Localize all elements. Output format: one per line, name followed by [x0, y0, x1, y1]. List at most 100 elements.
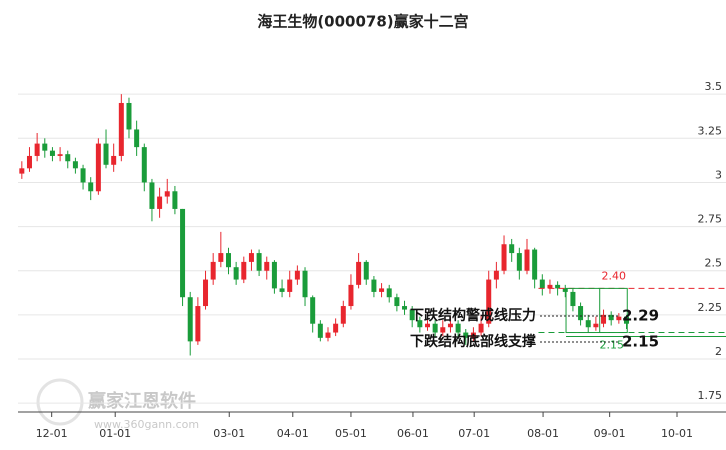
- candle-body: [118, 102, 124, 156]
- chart-title: 海王生物(000078)赢家十二宫: [257, 13, 468, 31]
- candle-body: [80, 168, 86, 183]
- x-tick-label: 08-01: [527, 427, 559, 440]
- candle-body: [294, 270, 300, 280]
- candle-body: [440, 327, 446, 333]
- y-tick-label: 3.25: [698, 124, 723, 137]
- candle-body: [95, 143, 101, 192]
- watermark: 赢家江恩软件 www.360gann.com: [36, 378, 199, 431]
- watermark-logo: [36, 378, 84, 426]
- candle-body: [65, 154, 71, 162]
- x-tick-label: 06-01: [397, 427, 429, 440]
- candle-body: [524, 249, 530, 271]
- candle-body: [271, 261, 277, 289]
- candle-body: [149, 182, 155, 209]
- candle-body: [348, 284, 354, 307]
- candle-body: [539, 279, 545, 289]
- candle-body: [287, 279, 293, 292]
- candle-body: [248, 253, 254, 262]
- candle-body: [157, 196, 163, 209]
- candle-body: [42, 143, 48, 151]
- candle-body: [26, 155, 32, 169]
- candle-body: [356, 261, 362, 285]
- candle-body: [103, 143, 109, 165]
- candle-body: [88, 182, 94, 192]
- candle-body: [608, 314, 614, 321]
- candle-body: [210, 261, 216, 280]
- candle-body: [555, 284, 561, 289]
- y-tick-label: 2.75: [698, 213, 723, 226]
- x-tick-label: 03-01: [213, 427, 245, 440]
- candle-body: [72, 161, 78, 169]
- candle-body: [57, 154, 63, 156]
- candle-body: [493, 270, 499, 280]
- candle-body: [402, 306, 408, 310]
- candle-body: [417, 320, 423, 328]
- candle-body: [593, 323, 599, 328]
- candle-body: [141, 147, 147, 183]
- candle-body: [447, 323, 453, 328]
- y-tick-label: 3.5: [705, 80, 723, 93]
- y-tick-label: 3: [715, 168, 722, 181]
- candle-body: [470, 332, 476, 338]
- candle-body: [371, 279, 377, 292]
- x-tick-label: 09-01: [594, 427, 626, 440]
- x-tick-label: 12-01: [36, 427, 68, 440]
- candle-body: [501, 244, 507, 271]
- y-tick-label: 2.5: [705, 257, 723, 270]
- annotation-text: 下跌结构警戒线压力: [410, 307, 536, 324]
- candle-body: [302, 270, 308, 298]
- x-tick-label: 01-01: [99, 427, 131, 440]
- candle-body: [180, 208, 186, 298]
- candle-body: [509, 244, 515, 254]
- candle-body: [195, 306, 201, 342]
- annotation-text: 下跌结构底部线支撑: [410, 333, 536, 350]
- candle-body: [562, 288, 568, 292]
- candle-body: [432, 323, 438, 333]
- candle-body: [49, 150, 55, 156]
- candle-body: [187, 297, 193, 342]
- candle-body: [478, 323, 484, 333]
- x-tick-label: 04-01: [277, 427, 309, 440]
- candle-body: [547, 284, 553, 289]
- annotation-value: 2.15: [622, 333, 659, 351]
- candle-body: [34, 143, 40, 156]
- candle-body: [340, 306, 346, 324]
- candle-body: [241, 261, 247, 280]
- candle-body: [486, 279, 492, 324]
- candle-body: [317, 323, 323, 338]
- candle-body: [616, 316, 622, 321]
- pressure-label: 2.40: [601, 269, 626, 282]
- candle-body: [19, 168, 25, 174]
- watermark-url: www.360gann.com: [94, 418, 199, 431]
- candle-body: [310, 297, 316, 324]
- candle-body: [409, 309, 415, 321]
- candle-body: [264, 261, 270, 271]
- y-tick-label: 1.75: [698, 389, 723, 402]
- candle-body: [218, 253, 224, 262]
- candle-body: [134, 129, 140, 148]
- candle-body: [111, 155, 117, 165]
- x-tick-label: 07-01: [458, 427, 490, 440]
- candle-body: [279, 288, 285, 292]
- candle-body: [333, 323, 339, 333]
- candle-body: [424, 323, 430, 328]
- candle-body: [601, 314, 607, 324]
- x-tick-label: 05-01: [335, 427, 367, 440]
- y-tick-label: 2.25: [698, 301, 723, 314]
- candle-body: [172, 191, 178, 209]
- y-tick-label: 2: [715, 345, 722, 358]
- candle-body: [463, 332, 469, 338]
- candle-body: [585, 320, 591, 328]
- candle-body: [516, 253, 522, 271]
- candle-body: [203, 279, 209, 307]
- candle-body: [532, 249, 538, 280]
- candle-body: [233, 267, 239, 280]
- candle-body: [386, 288, 392, 298]
- candle-body: [623, 316, 629, 324]
- annotation-value: 2.29: [622, 307, 659, 325]
- structure-box: [565, 287, 628, 334]
- candle-body: [325, 332, 331, 338]
- candle-body: [379, 288, 385, 292]
